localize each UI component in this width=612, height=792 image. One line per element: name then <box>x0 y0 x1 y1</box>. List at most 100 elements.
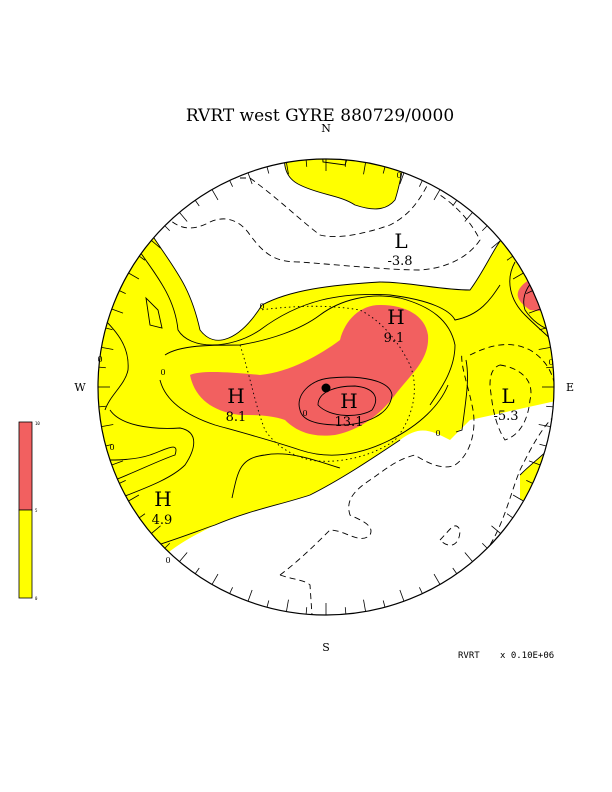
longitude-tick <box>363 162 366 175</box>
longitude-tick <box>119 480 126 484</box>
contour-label: 0 <box>396 171 401 180</box>
dotted-contour <box>239 305 415 462</box>
center-value: -3.8 <box>387 254 412 269</box>
longitude-tick <box>452 567 458 574</box>
longitude-tick <box>119 290 126 294</box>
legend-tick-label: 10 <box>35 421 40 426</box>
longitude-tick <box>229 180 233 187</box>
longitude-tick <box>179 552 188 562</box>
longitude-tick <box>512 272 524 280</box>
longitude-tick <box>98 366 106 369</box>
longitude-tick <box>101 347 114 350</box>
longitude-tick <box>139 255 146 261</box>
plot-title: RVRT west GYRE 880729/0000 <box>186 106 454 126</box>
longitude-tick <box>105 443 113 447</box>
yellow-region-east <box>520 440 554 500</box>
center-type: H <box>227 384 244 408</box>
longitude-tick <box>546 405 554 408</box>
longitude-tick <box>491 240 501 249</box>
longitude-tick <box>194 200 200 207</box>
center-value: 9.1 <box>384 331 405 346</box>
compass-north: N <box>321 122 331 135</box>
center-value: 8.1 <box>226 410 247 425</box>
footer-scale: x 0.10E+06 <box>500 651 554 661</box>
longitude-tick <box>433 573 441 585</box>
center-type: L <box>501 384 514 408</box>
longitude-tick <box>211 573 219 585</box>
longitude-tick <box>491 525 501 534</box>
longitude-tick <box>344 607 347 615</box>
longitude-tick <box>382 600 386 608</box>
contour-label: 0 <box>109 443 114 452</box>
center-type: H <box>387 305 404 329</box>
longitude-tick <box>286 162 289 175</box>
longitude-tick <box>452 200 458 207</box>
center-value: 4.9 <box>152 513 173 528</box>
longitude-tick <box>464 212 473 222</box>
longitude-tick <box>528 460 541 466</box>
legend-tick-label: 0 <box>35 596 38 601</box>
contour-label: 0 <box>548 358 553 367</box>
longitude-tick <box>164 542 171 549</box>
longitude-tick <box>229 587 233 594</box>
longitude-tick <box>399 172 405 185</box>
longitude-tick <box>111 460 124 466</box>
longitude-tick <box>266 166 270 174</box>
longitude-tick <box>266 600 270 608</box>
center-type: H <box>340 389 357 413</box>
legend-tick-label: 5 <box>35 508 38 513</box>
longitude-tick <box>164 225 171 232</box>
color-legend: 10 5 0 <box>18 421 40 601</box>
legend-band-mid <box>18 509 33 599</box>
center-h-north: H 9.1 <box>384 305 405 346</box>
center-l-east: L -5.3 <box>493 384 518 424</box>
longitude-tick <box>399 589 405 602</box>
longitude-tick <box>139 513 146 519</box>
longitude-tick <box>111 308 124 314</box>
center-value: 13.1 <box>335 415 364 430</box>
longitude-tick <box>528 308 541 314</box>
longitude-tick <box>512 494 524 502</box>
longitude-tick <box>433 189 441 201</box>
footer-field-name: RVRT <box>458 651 480 661</box>
center-h-core: H 13.1 <box>321 383 364 430</box>
longitude-tick <box>526 480 533 484</box>
compass-east: E <box>566 381 574 394</box>
longitude-tick <box>539 443 547 447</box>
contour-label: 0 <box>165 556 170 565</box>
longitude-tick <box>538 347 551 350</box>
longitude-tick <box>211 189 219 201</box>
longitude-tick <box>382 166 386 174</box>
red-region-core <box>190 305 429 436</box>
contour-label: 0 <box>160 368 165 377</box>
longitude-tick <box>481 225 488 232</box>
longitude-tick <box>194 567 200 574</box>
longitude-tick <box>419 587 423 594</box>
core-marker-dot <box>321 383 331 393</box>
longitude-ticks <box>98 159 554 615</box>
longitude-tick <box>128 494 140 502</box>
longitude-tick <box>344 159 347 167</box>
longitude-tick <box>539 327 547 331</box>
longitude-tick <box>526 290 533 294</box>
longitude-tick <box>546 366 554 369</box>
longitude-tick <box>481 542 488 549</box>
longitude-tick <box>151 240 161 249</box>
contour-label: 0 <box>97 355 102 364</box>
longitude-tick <box>101 424 114 427</box>
longitude-tick <box>506 513 513 519</box>
longitude-tick <box>363 599 366 612</box>
longitude-tick <box>506 255 513 261</box>
center-l-north: L -3.8 <box>387 229 412 269</box>
center-h-southwest: H 4.9 <box>152 487 173 528</box>
contour-label: 0 <box>259 302 264 311</box>
longitude-tick <box>247 172 253 185</box>
contour-label: 0 <box>435 429 440 438</box>
center-type: H <box>154 487 171 511</box>
contour-labels: 0 0 0 0 0 0 0 0 0 <box>97 171 553 565</box>
longitude-tick <box>305 159 308 167</box>
longitude-tick <box>128 272 140 280</box>
legend-band-high <box>18 421 33 511</box>
longitude-tick <box>419 180 423 187</box>
